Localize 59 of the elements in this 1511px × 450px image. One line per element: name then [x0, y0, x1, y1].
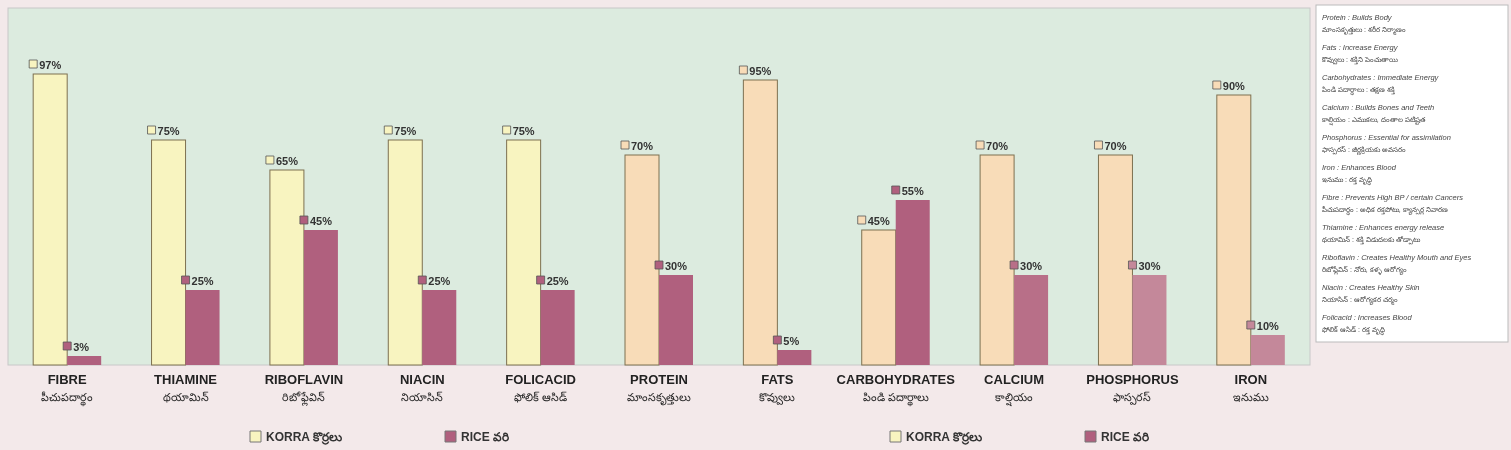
data-label: 10% — [1256, 320, 1280, 332]
bar — [32, 73, 68, 366]
data-label: 75% — [512, 125, 535, 137]
bar — [185, 290, 220, 365]
bar — [422, 290, 457, 365]
x-tick-label: CALCIUM కాల్షియం — [984, 372, 1045, 407]
x-tick-label: PHOSPHORUS ఫాస్పరస్ — [1086, 372, 1180, 405]
data-label: 25% — [191, 275, 214, 287]
bar — [742, 79, 778, 366]
text: RICE వరి — [1101, 430, 1150, 444]
data-label: 30% — [1020, 260, 1043, 272]
bar — [624, 154, 660, 366]
x-tick-label: PROTEIN మాంసకృత్తులు — [627, 372, 691, 406]
x-tick-label: FOLICACID ఫోలిక్ ఆసిడ్ — [505, 372, 577, 403]
bar — [387, 139, 423, 366]
bar — [506, 139, 542, 366]
bar — [861, 229, 897, 366]
data-label: 30% — [1138, 260, 1161, 272]
legend-label: RICE వరి — [461, 430, 510, 444]
bar — [895, 200, 930, 365]
bar — [1250, 335, 1285, 365]
data-label: 45% — [867, 215, 890, 227]
data-label: 75% — [157, 125, 180, 137]
bar — [1132, 275, 1167, 365]
data-label: 30% — [665, 260, 688, 272]
bar — [540, 290, 575, 365]
data-label: 55% — [901, 185, 924, 197]
data-label: 70% — [1104, 140, 1127, 152]
bar — [269, 169, 305, 366]
x-tick-label: CARBOHYDRATES పిండి పదార్థాలు — [836, 372, 956, 407]
data-label: 45% — [309, 215, 333, 227]
bar — [777, 350, 812, 365]
bar — [151, 139, 187, 366]
data-label: 65% — [275, 155, 299, 167]
bar — [1216, 94, 1252, 366]
x-tick-label: RIBOFLAVIN రిబోఫ్లేవిన్ — [264, 372, 344, 407]
x-tick-label: IRON ఇనుము — [1232, 372, 1269, 403]
bar — [979, 154, 1015, 366]
data-label: 3% — [73, 341, 90, 353]
data-label: 70% — [986, 140, 1009, 152]
data-label: 5% — [783, 335, 800, 347]
data-label: 97% — [39, 59, 62, 71]
bar — [659, 275, 693, 365]
text: KORRA కొర్రలు — [906, 430, 982, 444]
x-tick-label: FIBRE పీచుపదార్థం — [41, 372, 94, 407]
x-tick-label: NIACIN నియాసిన్ — [399, 372, 445, 403]
data-label: 25% — [546, 275, 569, 287]
bar — [1097, 154, 1133, 366]
data-label: 75% — [394, 125, 417, 137]
x-tick-label: THIAMINE థయామిన్ — [154, 372, 218, 403]
data-label: 25% — [428, 275, 451, 287]
bar — [67, 356, 102, 365]
bar — [1014, 275, 1049, 365]
data-label: 70% — [631, 140, 654, 152]
data-label: 95% — [749, 65, 772, 77]
data-label: 90% — [1222, 80, 1246, 92]
bar — [303, 230, 338, 365]
x-tick-label: FATS కొవ్వులు — [759, 372, 796, 405]
legend-label: KORRA కొర్రలు — [266, 430, 342, 445]
